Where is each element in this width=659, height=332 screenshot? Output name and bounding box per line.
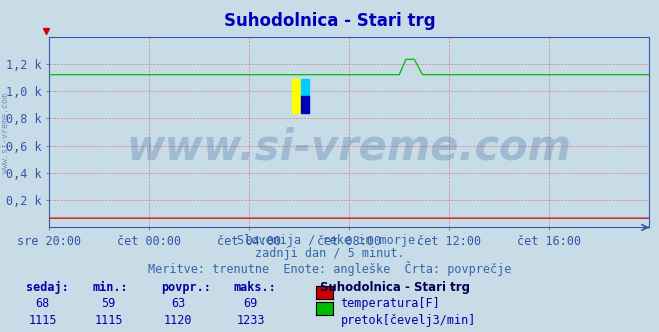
Text: Meritve: trenutne  Enote: angleške  Črta: povprečje: Meritve: trenutne Enote: angleške Črta: … (148, 261, 511, 276)
Text: 69: 69 (243, 297, 258, 310)
Text: www.si-vreme.com: www.si-vreme.com (127, 126, 572, 168)
Text: www.si-vreme.com: www.si-vreme.com (1, 93, 10, 173)
Text: Suhodolnica - Stari trg: Suhodolnica - Stari trg (320, 281, 470, 293)
Text: 1115: 1115 (28, 314, 57, 327)
Text: 59: 59 (101, 297, 116, 310)
Text: 1120: 1120 (163, 314, 192, 327)
Text: Slovenija / reke in morje.: Slovenija / reke in morje. (237, 234, 422, 247)
FancyBboxPatch shape (301, 79, 309, 96)
Text: 63: 63 (171, 297, 185, 310)
Text: zadnji dan / 5 minut.: zadnji dan / 5 minut. (254, 247, 405, 260)
Text: maks.:: maks.: (234, 281, 277, 293)
Text: 68: 68 (36, 297, 50, 310)
Text: sedaj:: sedaj: (26, 281, 69, 293)
FancyBboxPatch shape (301, 96, 309, 113)
Text: povpr.:: povpr.: (161, 281, 212, 293)
Text: min.:: min.: (92, 281, 128, 293)
Text: temperatura[F]: temperatura[F] (341, 297, 440, 310)
Text: 1115: 1115 (94, 314, 123, 327)
Text: 1233: 1233 (236, 314, 265, 327)
Text: pretok[čevelj3/min]: pretok[čevelj3/min] (341, 314, 476, 327)
Text: Suhodolnica - Stari trg: Suhodolnica - Stari trg (223, 12, 436, 30)
FancyBboxPatch shape (293, 79, 301, 113)
